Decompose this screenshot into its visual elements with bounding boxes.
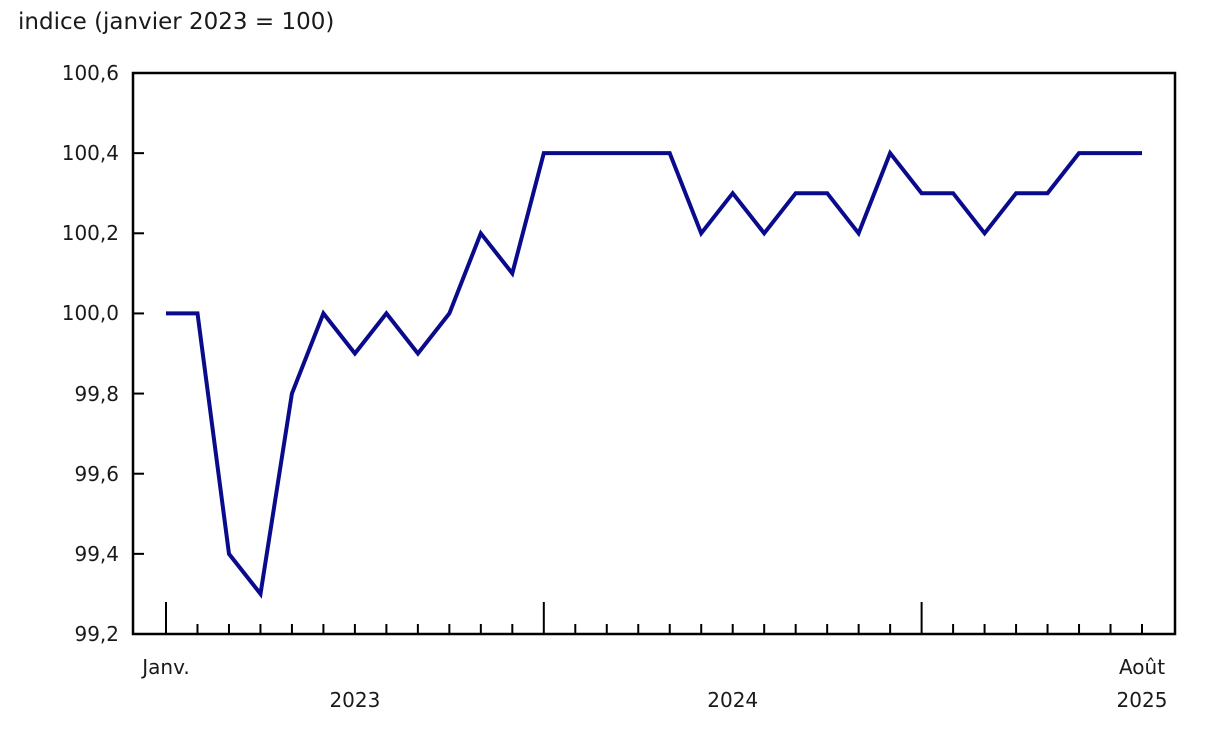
y-axis-tick-label: 99,2 [74, 622, 119, 646]
index-series-line [166, 149, 1142, 599]
y-axis-tick-label: 100,4 [61, 141, 119, 166]
plot-border [131, 71, 1177, 636]
x-axis-year-label: 2025 [1116, 688, 1168, 712]
y-axis-tick-label: 99,4 [74, 541, 119, 566]
y-axis-tick-label: 100,6 [61, 61, 119, 85]
y-axis-tick-label: 99,6 [74, 461, 119, 486]
x-axis-year-label: 2024 [707, 688, 759, 712]
y-axis-tick-label: 100,2 [61, 221, 119, 246]
y-axis-tick-label: 99,8 [74, 381, 119, 406]
chart-title: indice (janvier 2023 = 100) [18, 9, 335, 35]
y-axis-tick-label: 100,0 [61, 301, 119, 326]
x-axis-month-label: Janv. [142, 655, 190, 679]
x-axis-month-label: Août [1118, 655, 1166, 679]
x-axis-year-label: 2023 [329, 688, 381, 712]
